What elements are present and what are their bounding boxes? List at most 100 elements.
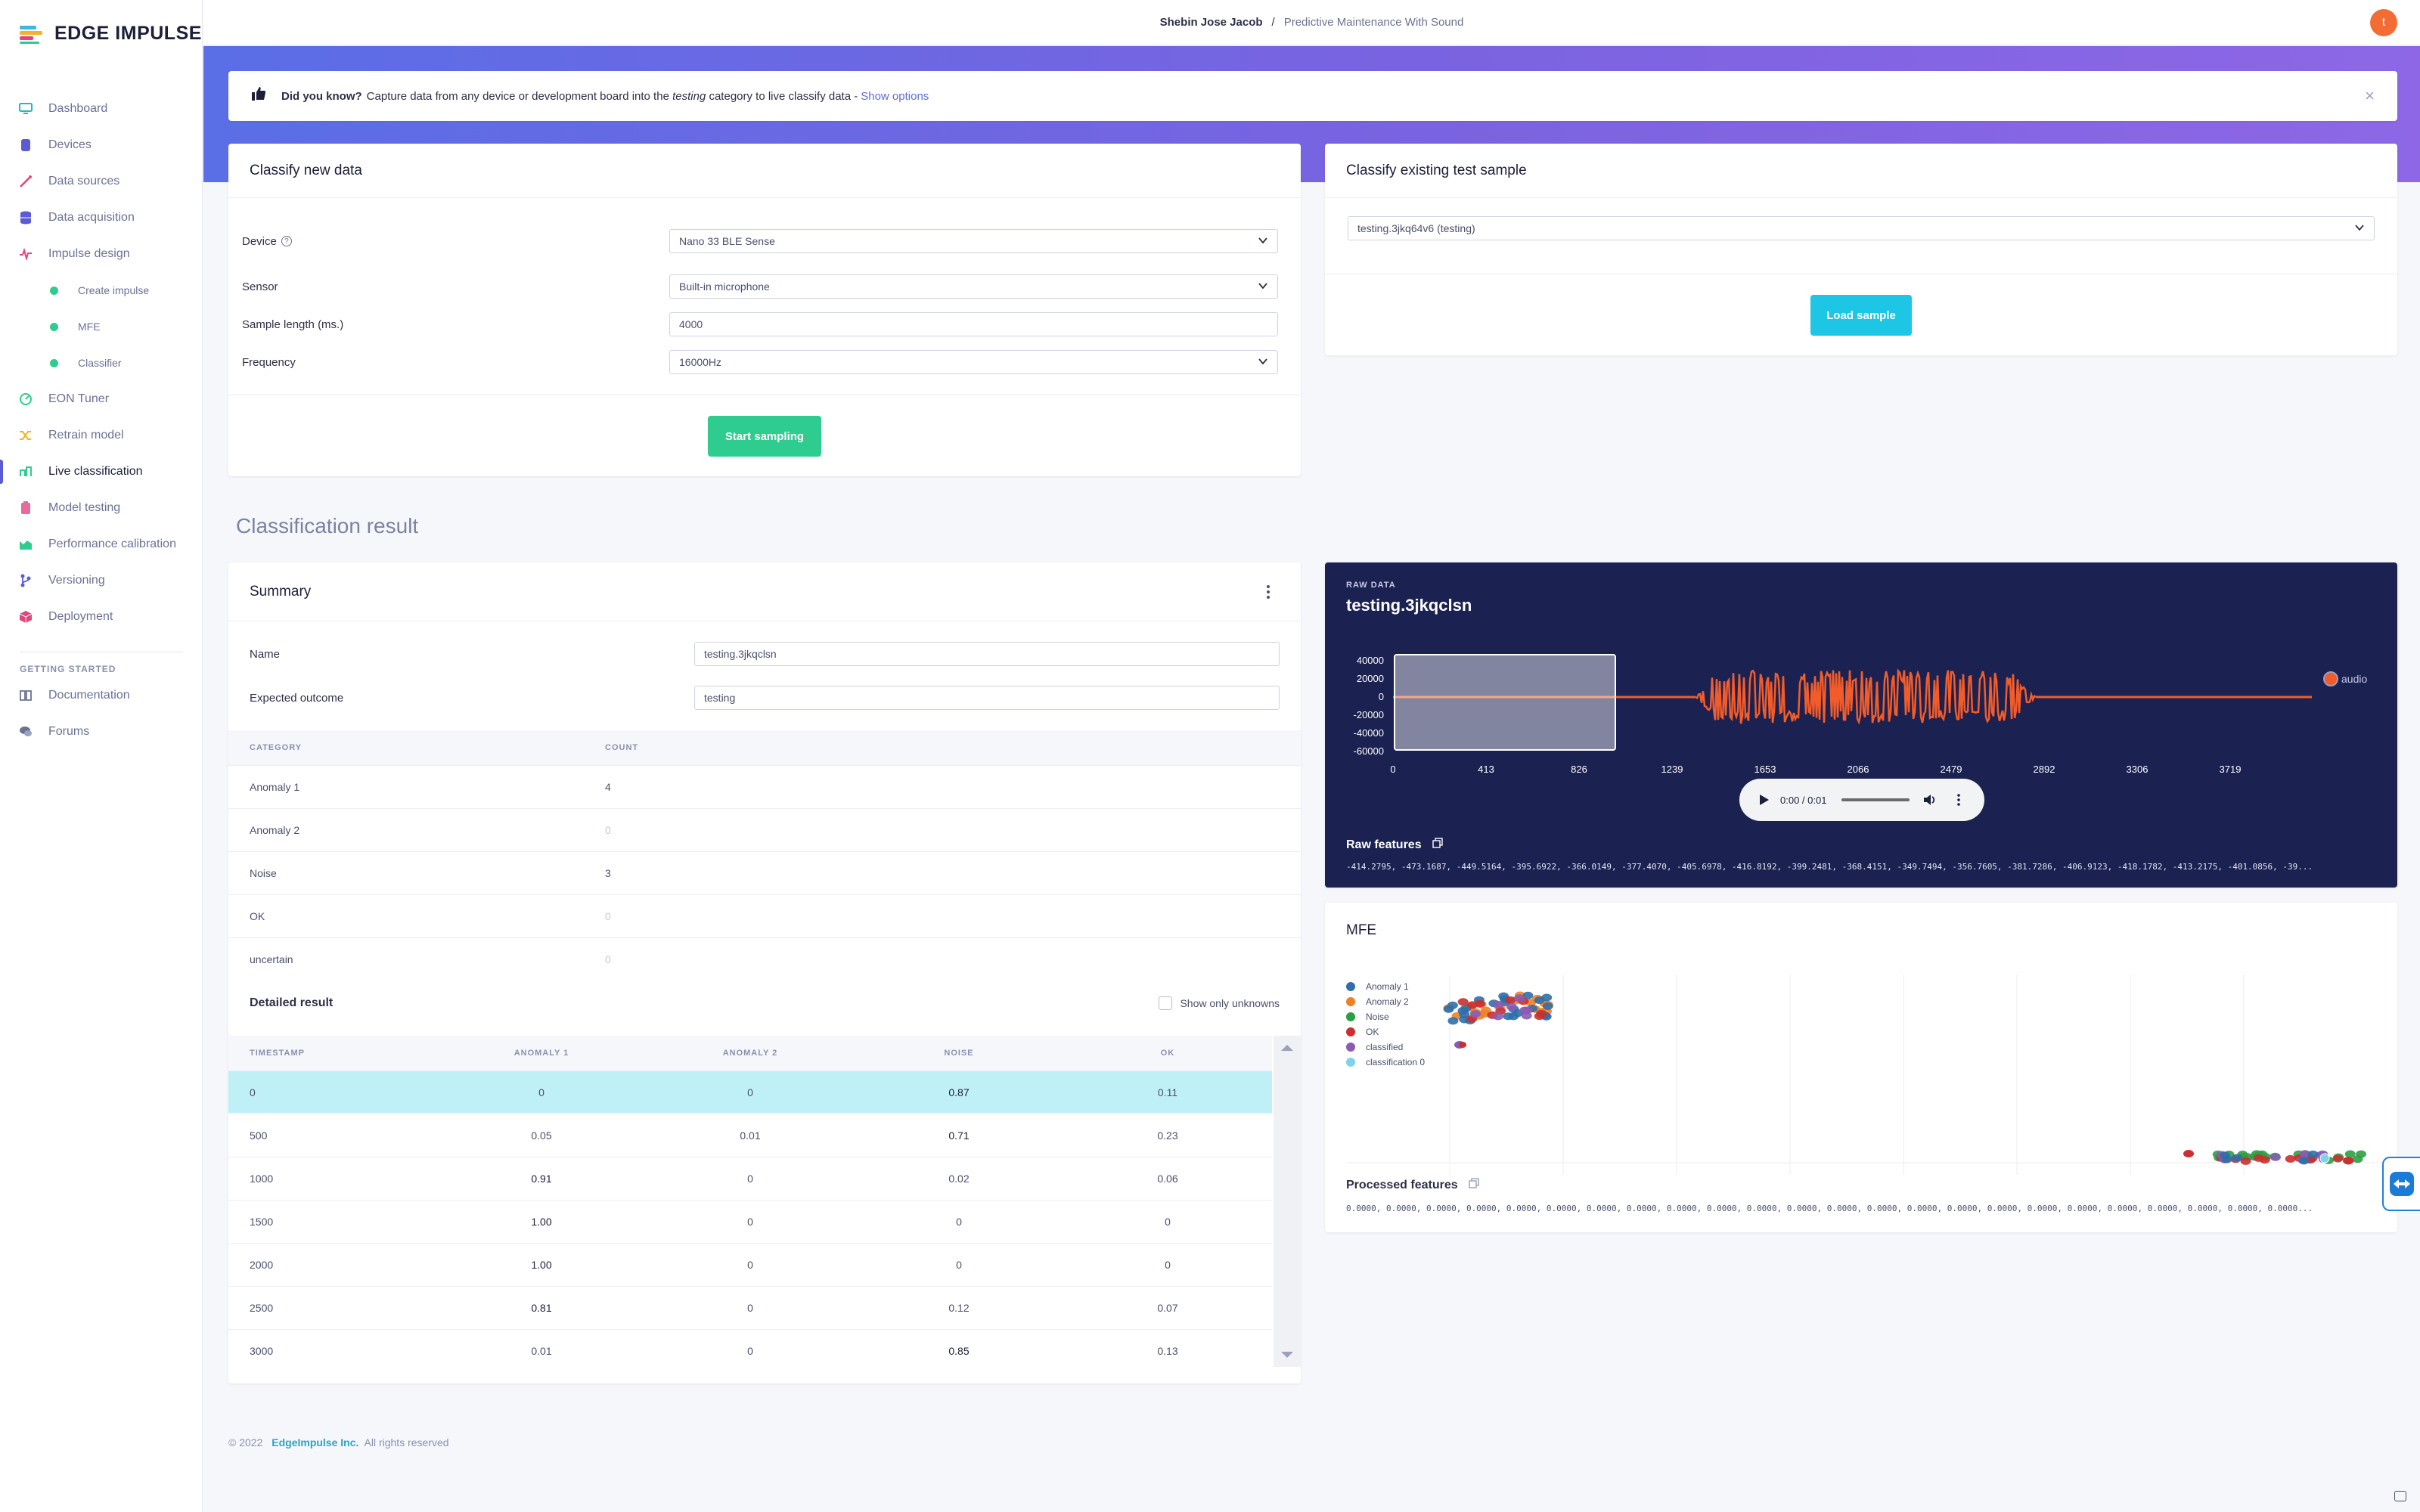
show-only-unknowns-label: Show only unknowns (1180, 997, 1280, 1009)
breadcrumb-user[interactable]: Shebin Jose Jacob (1159, 16, 1263, 29)
sidebar-item-performance-calibration[interactable]: Performance calibration (0, 526, 203, 562)
monitor-icon (18, 101, 33, 116)
flask-icon (18, 500, 33, 516)
count-row: Anomaly 1 4 (228, 765, 1301, 807)
breadcrumb-project[interactable]: Predictive Maintenance With Sound (1283, 16, 1464, 29)
close-icon[interactable]: × (2365, 86, 2375, 105)
show-options-link[interactable]: Show options (861, 89, 929, 103)
test-sample-select[interactable]: testing.3jkq64v6 (testing) (1348, 216, 2375, 240)
sidebar-item-mfe[interactable]: MFE (0, 308, 203, 345)
table-row[interactable]: 500 0.05 0.01 0.71 0.23 (228, 1114, 1272, 1156)
logo[interactable]: EDGE IMPULSE (20, 23, 202, 45)
legend-swatch (1346, 1027, 1355, 1036)
copy-icon[interactable] (1432, 838, 1443, 848)
wand-icon (18, 174, 33, 189)
expected-outcome-input[interactable]: testing (694, 686, 1280, 710)
sidebar-item-live-classification[interactable]: Live classification (0, 454, 203, 490)
table-row[interactable]: 2500 0.81 0 0.12 0.07 (228, 1286, 1272, 1328)
start-sampling-button[interactable]: Start sampling (708, 416, 821, 457)
table-cell: 0.07 (1157, 1301, 1178, 1314)
sidebar-item-forums[interactable]: Forums (0, 714, 203, 750)
top-bar: Shebin Jose Jacob / Predictive Maintenan… (203, 0, 2420, 45)
mfe-title: MFE (1346, 922, 1377, 938)
category-cell: Anomaly 1 (250, 780, 300, 793)
table-row[interactable]: 0 0 0 0.87 0.11 (228, 1070, 1272, 1113)
raw-data-card: RAW DATA testing.3jkqclsn 40000 20000 0 -20… (1325, 562, 2397, 888)
table-row[interactable]: 1000 0.91 0 0.02 0.06 (228, 1157, 1272, 1199)
legend-item[interactable]: Anomaly 1 (1346, 981, 1409, 992)
branch-icon (18, 573, 33, 588)
column-header: NOISE (944, 1049, 974, 1058)
sidebar-item-create-impulse[interactable]: Create impulse (0, 272, 203, 308)
frequency-select[interactable]: 16000Hz (669, 350, 1278, 374)
seek-bar[interactable] (1841, 798, 1910, 801)
copy-icon[interactable] (1469, 1178, 1479, 1188)
sidebar-item-label: Forums (48, 725, 90, 738)
feedback-icon[interactable] (2394, 1491, 2406, 1501)
table-cell: 0 (956, 1258, 962, 1271)
legend-item[interactable]: OK (1346, 1027, 1379, 1037)
sidebar-item-devices[interactable]: Devices (0, 127, 203, 163)
table-row[interactable]: 3000 0.01 0 0.85 0.13 (228, 1329, 1272, 1371)
scroll-up-icon[interactable] (1274, 1040, 1301, 1055)
sidebar-item-data-sources[interactable]: Data sources (0, 163, 203, 200)
more-options-icon[interactable] (1266, 585, 1270, 599)
x-tick-label: 826 (1571, 764, 1587, 775)
play-icon[interactable] (1759, 794, 1770, 806)
sidebar-item-deployment[interactable]: Deployment (0, 599, 203, 635)
legend-swatch (1346, 1058, 1355, 1067)
sidebar-item-classifier[interactable]: Classifier (0, 345, 203, 381)
table-cell: 1.00 (531, 1215, 552, 1228)
sample-length-input[interactable]: 4000 (669, 312, 1278, 336)
chart-icon (18, 537, 33, 552)
table-row[interactable]: 1500 1.00 0 0 0 (228, 1200, 1272, 1242)
load-sample-button[interactable]: Load sample (1810, 295, 1912, 336)
show-only-unknowns-toggle[interactable]: Show only unknowns (1159, 996, 1280, 1010)
remote-support-widget[interactable] (2382, 1157, 2420, 1211)
scatter-point (1534, 1012, 1545, 1021)
sample-length-label: Sample length (ms.) (242, 318, 344, 331)
legend-item[interactable]: classification 0 (1346, 1057, 1425, 1067)
frequency-label: Frequency (242, 355, 296, 369)
sidebar-item-label: Classifier (78, 357, 122, 369)
legend-label: OK (1366, 1027, 1379, 1037)
audio-waveform-chart[interactable]: 40000 20000 0 -20000 -40000 -60000 0 413 826 1239… (1325, 562, 2397, 782)
sidebar-item-documentation[interactable]: Documentation (0, 677, 203, 714)
table-cell: 1.00 (531, 1258, 552, 1271)
sensor-select[interactable]: Built-in microphone (669, 274, 1278, 299)
device-select[interactable]: Nano 33 BLE Sense (669, 229, 1278, 253)
detail-scrollbar[interactable] (1274, 1036, 1301, 1367)
sidebar-item-label: Documentation (48, 689, 130, 702)
raw-data-label: RAW DATA (1346, 581, 1396, 590)
volume-icon[interactable] (1923, 794, 1937, 806)
sidebar-item-versioning[interactable]: Versioning (0, 562, 203, 599)
more-options-icon[interactable] (1956, 794, 1961, 806)
name-input[interactable]: testing.3jkqclsn (694, 642, 1280, 666)
table-row[interactable]: 2000 1.00 0 0 0 (228, 1243, 1272, 1285)
y-tick-label: 0 (1379, 691, 1384, 702)
mfe-scatter-plot[interactable] (1325, 903, 2397, 1175)
sidebar-item-dashboard[interactable]: Dashboard (0, 91, 203, 127)
sidebar-item-retrain-model[interactable]: Retrain model (0, 417, 203, 454)
legend-swatch (1346, 982, 1355, 991)
count-row: Noise 3 (228, 851, 1301, 894)
category-cell: Noise (250, 866, 277, 879)
avatar[interactable]: t (2370, 9, 2397, 36)
sidebar-item-data-acquisition[interactable]: Data acquisition (0, 200, 203, 236)
sidebar-item-impulse-design[interactable]: Impulse design (0, 236, 203, 272)
help-icon[interactable]: ? (281, 236, 292, 246)
legend-item[interactable]: Anomaly 2 (1346, 996, 1409, 1007)
table-cell: 0 (747, 1258, 753, 1271)
scroll-down-icon[interactable] (1274, 1347, 1301, 1362)
edge-impulse-logo-icon (20, 24, 47, 44)
sidebar-item-model-testing[interactable]: Model testing (0, 490, 203, 526)
legend-item[interactable]: classified (1346, 1042, 1403, 1052)
legend-item[interactable]: Noise (1346, 1012, 1389, 1022)
audio-player[interactable]: 0:00 / 0:01 (1739, 779, 1984, 821)
table-cell: 0.23 (1157, 1129, 1178, 1142)
sidebar-item-eon-tuner[interactable]: EON Tuner (0, 381, 203, 417)
classify-existing-card: Classify existing test sample testing.3j… (1325, 144, 2397, 355)
sensor-label: Sensor (242, 280, 278, 293)
checkbox-icon[interactable] (1159, 996, 1173, 1010)
footer-company-link[interactable]: EdgeImpulse Inc. (271, 1436, 359, 1448)
